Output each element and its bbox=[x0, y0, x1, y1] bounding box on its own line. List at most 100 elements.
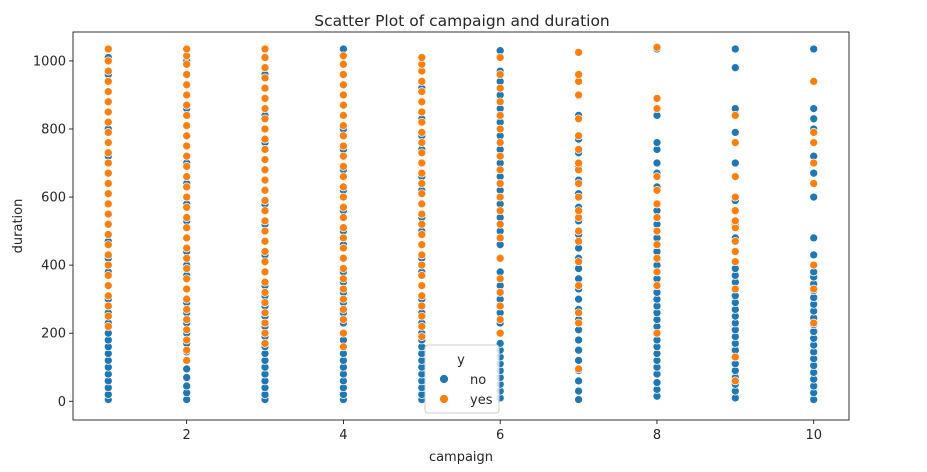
data-point-yes bbox=[809, 138, 819, 147]
data-point-yes bbox=[103, 209, 113, 219]
data-point-no bbox=[809, 114, 819, 124]
data-point-yes bbox=[103, 138, 113, 147]
data-point-yes bbox=[260, 226, 270, 236]
data-point-yes bbox=[495, 151, 505, 161]
chart-title: Scatter Plot of campaign and duration bbox=[314, 12, 610, 30]
data-point-yes bbox=[260, 94, 270, 103]
data-point-yes bbox=[417, 230, 427, 239]
data-point-yes bbox=[339, 294, 348, 304]
data-point-yes bbox=[417, 148, 427, 158]
data-point-no bbox=[182, 381, 192, 391]
legend-marker-yes bbox=[439, 394, 449, 404]
data-point-yes bbox=[574, 364, 583, 374]
data-point-yes bbox=[730, 376, 740, 386]
series-yes bbox=[103, 42, 819, 386]
data-point-yes bbox=[260, 114, 270, 124]
data-point-yes bbox=[417, 168, 427, 178]
data-point-yes bbox=[182, 90, 192, 100]
data-point-yes bbox=[260, 165, 270, 175]
y-tick-label: 400 bbox=[41, 259, 66, 274]
data-point-yes bbox=[103, 87, 113, 96]
data-point-yes bbox=[652, 328, 662, 338]
data-point-yes bbox=[652, 185, 662, 195]
data-point-yes bbox=[260, 339, 270, 348]
data-point-yes bbox=[182, 162, 192, 171]
data-point-yes bbox=[339, 151, 348, 161]
data-point-yes bbox=[260, 298, 270, 307]
data-point-yes bbox=[103, 117, 113, 127]
data-point-yes bbox=[495, 206, 505, 216]
data-point-yes bbox=[103, 148, 113, 158]
y-tick-label: 800 bbox=[41, 123, 66, 138]
data-point-yes bbox=[417, 260, 427, 270]
data-point-yes bbox=[574, 70, 583, 79]
data-point-yes bbox=[574, 145, 583, 154]
data-point-yes bbox=[182, 80, 192, 90]
data-point-yes bbox=[182, 305, 192, 314]
data-point-yes bbox=[730, 247, 740, 256]
data-point-yes bbox=[260, 155, 270, 164]
data-point-yes bbox=[103, 219, 113, 229]
data-point-yes bbox=[574, 114, 583, 124]
data-point-yes bbox=[417, 117, 427, 127]
data-point-yes bbox=[339, 202, 348, 212]
data-point-yes bbox=[103, 44, 113, 54]
data-point-yes bbox=[260, 175, 270, 185]
data-point-yes bbox=[495, 97, 505, 107]
data-point-yes bbox=[339, 342, 348, 352]
data-point-yes bbox=[652, 172, 662, 181]
data-point-no bbox=[809, 44, 819, 54]
data-point-yes bbox=[260, 104, 270, 113]
data-point-yes bbox=[652, 94, 662, 103]
data-point-yes bbox=[260, 145, 270, 154]
data-point-yes bbox=[339, 70, 348, 79]
data-point-yes bbox=[417, 311, 427, 321]
x-tick-label: 10 bbox=[805, 428, 822, 443]
data-point-yes bbox=[495, 288, 505, 297]
data-point-yes bbox=[182, 223, 192, 233]
data-point-yes bbox=[495, 233, 505, 243]
data-point-yes bbox=[574, 236, 583, 246]
data-point-no bbox=[730, 44, 740, 54]
data-point-no bbox=[574, 335, 583, 345]
data-point-yes bbox=[103, 291, 113, 301]
data-point-yes bbox=[182, 264, 192, 273]
data-point-yes bbox=[495, 192, 505, 202]
data-point-yes bbox=[182, 192, 192, 202]
data-point-yes bbox=[417, 53, 427, 62]
x-axis-label: campaign bbox=[429, 450, 493, 465]
data-point-yes bbox=[809, 284, 819, 294]
data-point-yes bbox=[417, 271, 427, 280]
data-point-yes bbox=[652, 226, 662, 236]
data-point-yes bbox=[182, 253, 192, 263]
data-point-yes bbox=[260, 196, 270, 205]
x-tick-label: 2 bbox=[183, 428, 191, 443]
data-point-no bbox=[809, 104, 819, 113]
data-point-yes bbox=[417, 240, 427, 250]
data-point-yes bbox=[260, 277, 270, 287]
data-point-yes bbox=[574, 192, 583, 202]
data-point-yes bbox=[339, 223, 348, 233]
data-point-yes bbox=[417, 158, 427, 168]
data-point-yes bbox=[339, 233, 348, 243]
data-point-no bbox=[809, 168, 819, 178]
data-point-yes bbox=[652, 104, 662, 113]
data-point-yes bbox=[417, 291, 427, 301]
data-point-yes bbox=[103, 56, 113, 66]
legend-marker-no bbox=[439, 374, 449, 384]
data-point-yes bbox=[339, 172, 348, 181]
data-point-yes bbox=[103, 66, 113, 76]
data-point-no bbox=[574, 386, 583, 396]
data-point-yes bbox=[182, 284, 192, 294]
data-point-yes bbox=[260, 206, 270, 216]
data-point-no bbox=[652, 158, 662, 168]
data-point-yes bbox=[495, 301, 505, 311]
data-point-yes bbox=[260, 288, 270, 297]
data-point-yes bbox=[182, 131, 192, 141]
data-point-yes bbox=[103, 240, 113, 250]
y-axis-label: duration bbox=[11, 199, 26, 254]
data-point-yes bbox=[495, 274, 505, 284]
y-tick-label: 1000 bbox=[33, 54, 66, 69]
data-point-yes bbox=[260, 185, 270, 195]
